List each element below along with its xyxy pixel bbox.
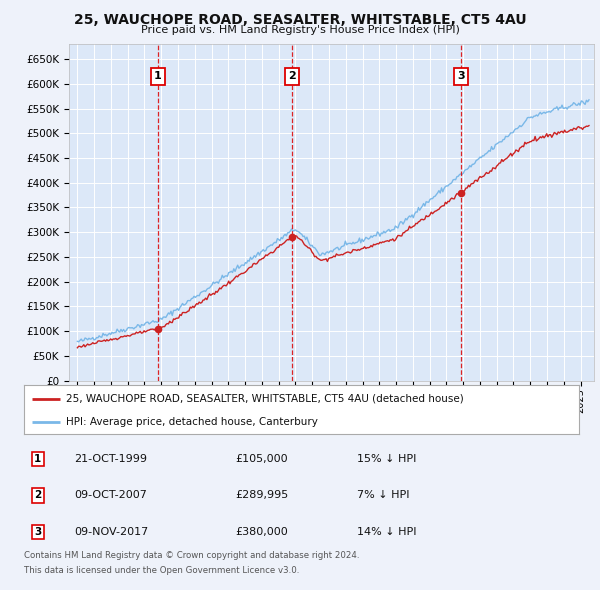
Text: £380,000: £380,000 [235, 527, 287, 537]
Text: £289,995: £289,995 [235, 490, 288, 500]
Text: 25, WAUCHOPE ROAD, SEASALTER, WHITSTABLE, CT5 4AU: 25, WAUCHOPE ROAD, SEASALTER, WHITSTABLE… [74, 13, 526, 27]
Text: This data is licensed under the Open Government Licence v3.0.: This data is licensed under the Open Gov… [24, 566, 299, 575]
Text: 1: 1 [34, 454, 41, 464]
Text: 09-OCT-2007: 09-OCT-2007 [74, 490, 147, 500]
Text: 25, WAUCHOPE ROAD, SEASALTER, WHITSTABLE, CT5 4AU (detached house): 25, WAUCHOPE ROAD, SEASALTER, WHITSTABLE… [65, 394, 463, 404]
Text: 14% ↓ HPI: 14% ↓ HPI [357, 527, 416, 537]
Text: 1: 1 [154, 71, 162, 81]
Text: 2: 2 [34, 490, 41, 500]
Text: Price paid vs. HM Land Registry's House Price Index (HPI): Price paid vs. HM Land Registry's House … [140, 25, 460, 35]
Text: 7% ↓ HPI: 7% ↓ HPI [357, 490, 409, 500]
Text: 09-NOV-2017: 09-NOV-2017 [74, 527, 148, 537]
Text: £105,000: £105,000 [235, 454, 287, 464]
Text: 21-OCT-1999: 21-OCT-1999 [74, 454, 147, 464]
Text: 3: 3 [457, 71, 464, 81]
Text: HPI: Average price, detached house, Canterbury: HPI: Average price, detached house, Cant… [65, 417, 317, 427]
Text: 3: 3 [34, 527, 41, 537]
Text: 2: 2 [288, 71, 295, 81]
Text: 15% ↓ HPI: 15% ↓ HPI [357, 454, 416, 464]
Text: Contains HM Land Registry data © Crown copyright and database right 2024.: Contains HM Land Registry data © Crown c… [24, 551, 359, 560]
